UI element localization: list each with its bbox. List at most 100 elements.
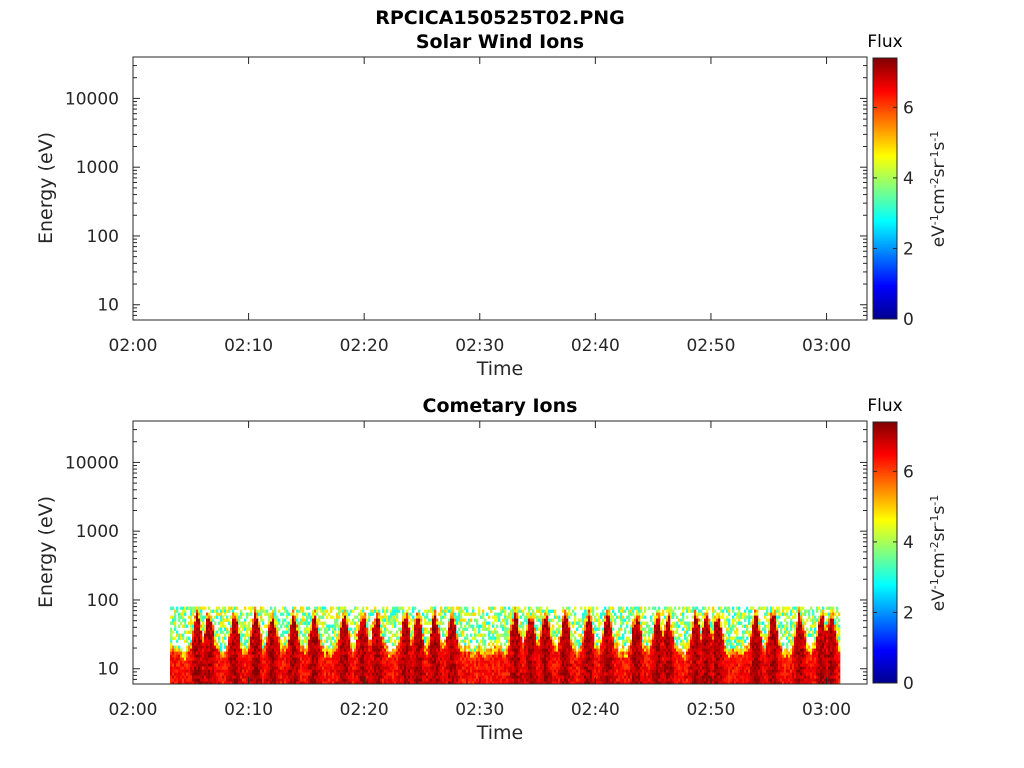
heatmap-cell <box>222 606 225 610</box>
heatmap-cell <box>344 609 347 613</box>
x-tick-label: 02:00 <box>109 336 158 356</box>
heatmap-cell <box>350 660 353 664</box>
heatmap-cell <box>392 675 395 679</box>
heatmap-cell <box>540 612 543 616</box>
heatmap-cell <box>314 624 317 628</box>
heatmap-cell <box>408 606 411 610</box>
heatmap-cell <box>322 642 325 646</box>
heatmap-cell <box>610 612 613 616</box>
heatmap-cell <box>454 654 457 658</box>
heatmap-cell <box>508 630 511 634</box>
heatmap-cell <box>180 657 183 661</box>
heatmap-cell <box>318 681 321 684</box>
heatmap-cell <box>418 681 421 684</box>
heatmap-cell <box>430 621 433 625</box>
heatmap-cell <box>544 633 547 637</box>
heatmap-cell <box>224 627 227 631</box>
heatmap-cell <box>290 633 293 637</box>
heatmap-cell <box>182 663 185 667</box>
heatmap-cell <box>346 612 349 616</box>
heatmap-cell <box>556 657 559 661</box>
heatmap-cell <box>608 645 611 649</box>
heatmap-cell <box>306 606 309 610</box>
heatmap-cell <box>334 654 337 658</box>
heatmap-cell <box>204 657 207 661</box>
heatmap-cell <box>458 612 461 616</box>
heatmap-cell <box>380 675 383 679</box>
heatmap-cell <box>186 606 189 610</box>
heatmap-cell <box>432 612 435 616</box>
heatmap-cell <box>242 681 245 684</box>
heatmap-cell <box>432 657 435 661</box>
heatmap-cell <box>490 606 493 610</box>
heatmap-cell <box>512 621 515 625</box>
heatmap-cell <box>608 660 611 664</box>
heatmap-cell <box>398 669 401 673</box>
heatmap-cell <box>374 636 377 640</box>
heatmap-cell <box>602 678 605 682</box>
heatmap-cell <box>422 660 425 664</box>
heatmap-cell <box>412 669 415 673</box>
heatmap-cell <box>332 648 335 652</box>
heatmap-cell <box>456 669 459 673</box>
heatmap-cell <box>572 633 575 637</box>
heatmap-cell <box>386 678 389 682</box>
heatmap-cell <box>608 666 611 670</box>
heatmap-cell <box>264 651 267 655</box>
heatmap-cell <box>470 672 473 676</box>
heatmap-cell <box>404 639 407 643</box>
heatmap-cell <box>314 666 317 670</box>
heatmap-cell <box>192 657 195 661</box>
heatmap-cell <box>412 636 415 640</box>
heatmap-cell <box>264 663 267 667</box>
heatmap-cell <box>610 618 613 622</box>
heatmap-cell <box>368 675 371 679</box>
heatmap-cell <box>596 639 599 643</box>
heatmap-cell <box>496 633 499 637</box>
heatmap-cell <box>174 654 177 658</box>
heatmap-cell <box>180 636 183 640</box>
heatmap-cell <box>444 660 447 664</box>
heatmap-cell <box>362 636 365 640</box>
heatmap-cell <box>414 642 417 646</box>
heatmap-cell <box>290 630 293 634</box>
heatmap-cell <box>296 618 299 622</box>
heatmap-cell <box>476 618 479 622</box>
heatmap-cell <box>514 642 517 646</box>
heatmap-cell <box>186 645 189 649</box>
heatmap-cell <box>458 615 461 619</box>
heatmap-cell <box>222 624 225 628</box>
heatmap-cell <box>340 624 343 628</box>
heatmap-cell <box>522 645 525 649</box>
heatmap-cell <box>472 612 475 616</box>
heatmap-cell <box>530 621 533 625</box>
heatmap-cell <box>606 666 609 670</box>
heatmap-cell <box>502 633 505 637</box>
heatmap-cell <box>290 624 293 628</box>
heatmap-cell <box>410 681 413 684</box>
heatmap-cell <box>218 645 221 649</box>
heatmap-cell <box>436 669 439 673</box>
heatmap-cell <box>596 654 599 658</box>
heatmap-cell <box>394 669 397 673</box>
heatmap-cell <box>604 669 607 673</box>
heatmap-cell <box>232 660 235 664</box>
heatmap-cell <box>576 639 579 643</box>
heatmap-cell <box>290 618 293 622</box>
heatmap-cell <box>548 639 551 643</box>
heatmap-cell <box>502 606 505 610</box>
heatmap-cell <box>352 642 355 646</box>
heatmap-cell <box>274 630 277 634</box>
heatmap-cell <box>234 678 237 682</box>
heatmap-cell <box>294 675 297 679</box>
heatmap-cell <box>210 645 213 649</box>
heatmap-cell <box>370 669 373 673</box>
heatmap-cell <box>190 648 193 652</box>
heatmap-cell <box>266 633 269 637</box>
heatmap-cell <box>296 621 299 625</box>
heatmap-cell <box>596 606 599 610</box>
heatmap-cell <box>562 669 565 673</box>
heatmap-cell <box>548 630 551 634</box>
heatmap-cell <box>400 642 403 646</box>
heatmap-cell <box>394 639 397 643</box>
